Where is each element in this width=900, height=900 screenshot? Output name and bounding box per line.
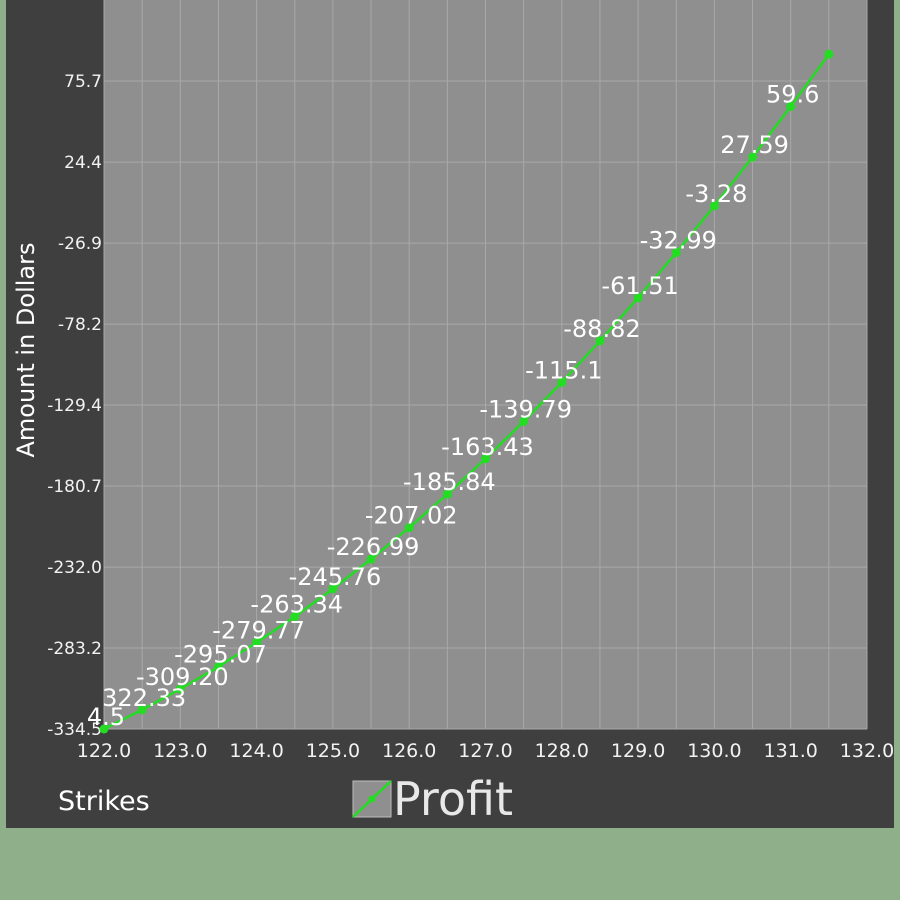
legend-label: Profit (393, 772, 513, 826)
data-label: -207.02 (365, 502, 458, 530)
data-label: -309.20 (136, 663, 229, 691)
x-tick-label: 122.0 (77, 740, 131, 762)
data-point (137, 705, 147, 715)
data-point (442, 489, 452, 499)
data-point (709, 201, 719, 211)
data-label: -3.28 (685, 180, 747, 208)
data-point (290, 612, 300, 622)
y-tick-label: -283.2 (47, 639, 102, 659)
data-point (252, 638, 262, 648)
data-point (481, 454, 490, 464)
profit-chart: -334.5 -283.2 -232.0 -180.7 -129.4 -78.2 -26.9… (47, 0, 894, 762)
y-tick-label: -26.9 (58, 234, 102, 254)
data-point (99, 724, 109, 734)
x-tick-label: 128.0 (535, 740, 589, 762)
data-label: -88.82 (563, 315, 640, 343)
y-tick-label: -78.2 (58, 315, 102, 335)
data-label: -61.51 (601, 272, 678, 300)
data-point (519, 416, 529, 426)
page-footer-band (0, 828, 900, 900)
data-point (557, 377, 567, 387)
data-label: -295.07 (174, 641, 267, 669)
data-label: 27.59 (720, 131, 789, 159)
data-point (824, 49, 834, 59)
data-label: -279.77 (212, 617, 305, 645)
data-point (748, 152, 758, 162)
y-tick-label: 75.7 (64, 72, 102, 92)
data-point (404, 523, 414, 533)
data-point (175, 684, 185, 694)
x-tick-label: 132.0 (840, 740, 894, 762)
data-point (213, 662, 223, 672)
x-tick-label: 126.0 (382, 740, 436, 762)
data-label: 4.5 (87, 703, 125, 731)
data-label: -115.1 (525, 356, 602, 384)
x-tick-label: 123.0 (153, 740, 207, 762)
x-tick-label: 130.0 (687, 740, 741, 762)
y-tick-label: -334.5 (47, 720, 102, 740)
x-tick-label: 125.0 (306, 740, 360, 762)
x-tick-label: 127.0 (458, 740, 512, 762)
legend-swatch-icon (352, 780, 392, 818)
x-axis-label: Strikes (58, 786, 150, 817)
y-tick-label: 24.4 (64, 153, 102, 173)
y-tick-label: -129.4 (47, 396, 102, 416)
y-tick-label: -180.7 (47, 477, 102, 497)
data-label: 59.6 (766, 80, 819, 108)
data-label: -139.79 (479, 395, 572, 423)
y-axis-label: Amount in Dollars (12, 242, 40, 458)
data-point (786, 101, 796, 111)
x-tick-label: 129.0 (611, 740, 665, 762)
x-tick-label: 131.0 (763, 740, 817, 762)
data-label: -226.99 (327, 533, 420, 561)
data-label: -185.84 (403, 468, 496, 496)
data-label: -263.34 (250, 591, 343, 619)
app-window: -334.5 -283.2 -232.0 -180.7 -129.4 -78.2 -26.9… (6, 0, 894, 828)
series-line-profit (103, 53, 830, 731)
data-label: -163.43 (441, 433, 534, 461)
data-point (671, 248, 681, 258)
y-tick-label: -232.0 (47, 558, 102, 578)
data-point (633, 293, 643, 303)
legend: Profit (351, 776, 513, 822)
data-point (328, 584, 338, 594)
data-label: -32.99 (640, 227, 717, 255)
data-point (595, 336, 605, 346)
data-label: 322.33 (102, 684, 186, 712)
data-label: -245.76 (289, 563, 382, 591)
data-point (366, 554, 376, 564)
x-tick-label: 124.0 (229, 740, 283, 762)
